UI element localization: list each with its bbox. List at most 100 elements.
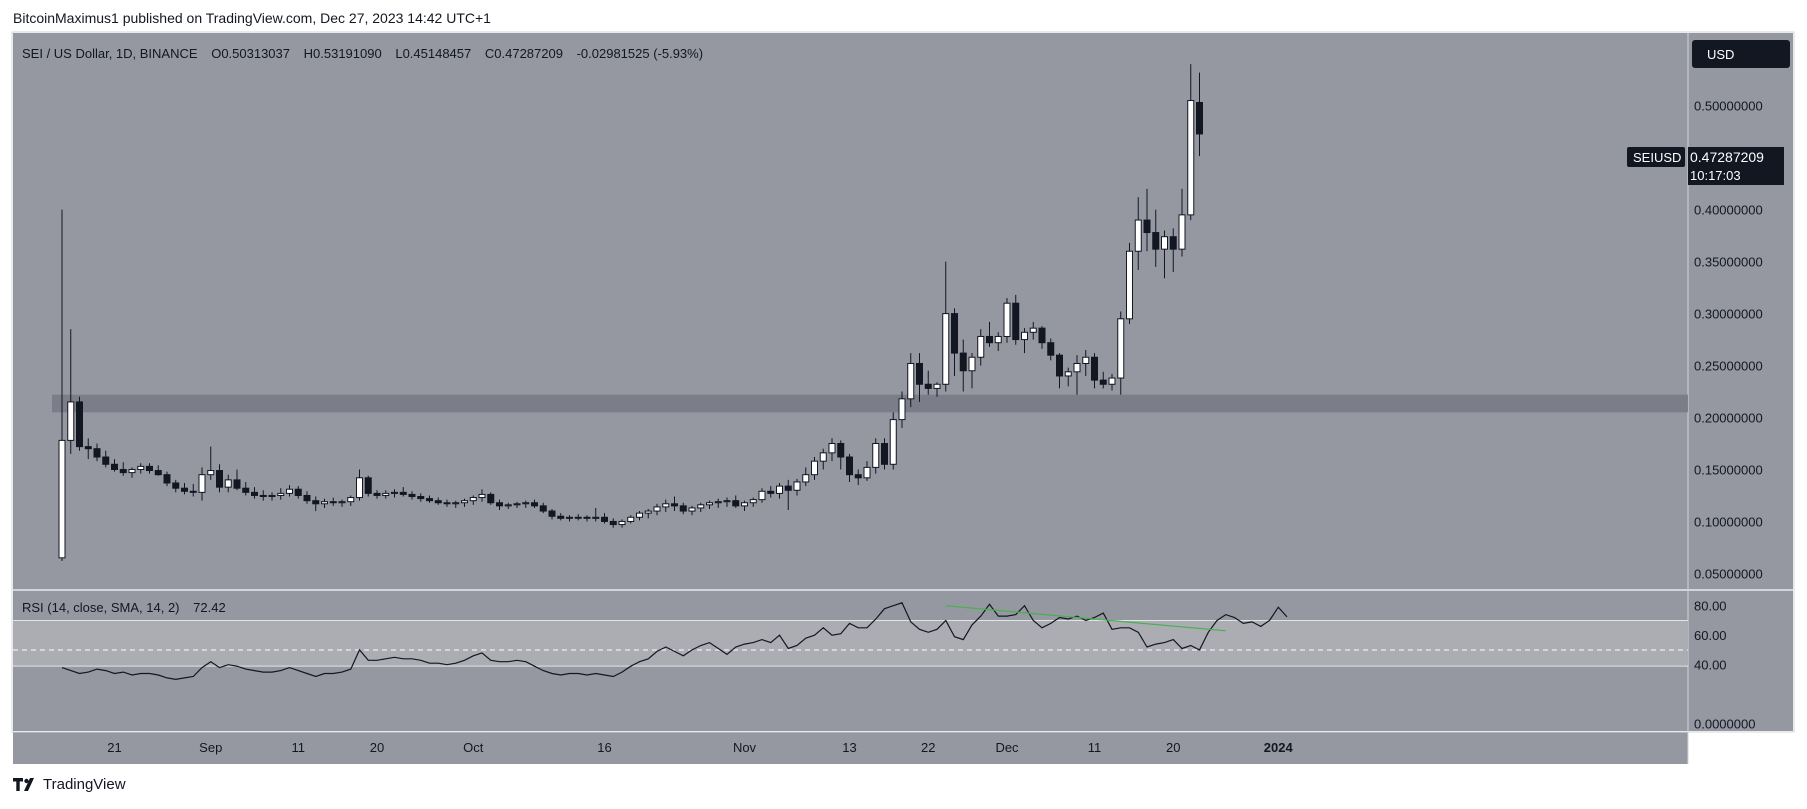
candle-body (994, 335, 1002, 344)
candle-body (242, 487, 250, 493)
candle-body (592, 516, 600, 519)
candle (408, 491, 416, 500)
candle-body (723, 500, 731, 503)
currency-button[interactable]: USD (1707, 47, 1734, 62)
candle-body (872, 443, 880, 468)
candle (531, 499, 538, 508)
candle-body (819, 452, 827, 462)
candle-body (67, 401, 75, 441)
price-axis[interactable] (1688, 33, 1793, 731)
candle-body (251, 491, 258, 496)
candle (837, 440, 845, 470)
candle-body (697, 504, 705, 509)
candle (189, 484, 197, 497)
candle (898, 391, 906, 428)
candle (102, 450, 110, 468)
candle-body (1029, 327, 1037, 333)
candle (671, 496, 678, 512)
candle-body (154, 470, 162, 476)
candle (1134, 197, 1142, 270)
candle (399, 487, 407, 497)
change-value: -0.02981525 (-5.93%) (577, 46, 703, 61)
candle-body (434, 500, 442, 504)
candle-body (854, 474, 862, 479)
candle (469, 495, 477, 505)
candle (977, 329, 985, 366)
candle (382, 490, 390, 499)
candle (93, 443, 101, 462)
candle (443, 499, 451, 507)
candle (548, 508, 556, 520)
low-label: L (395, 46, 402, 61)
candle-body (1134, 219, 1142, 252)
candle-body (706, 502, 713, 506)
symbol-title: SEI / US Dollar, 1D, BINANCE (22, 46, 198, 61)
open-label: O (211, 46, 221, 61)
candle-body (732, 500, 740, 507)
candle-body (469, 497, 477, 502)
candle-body (907, 362, 915, 400)
symbol-legend[interactable]: SEI / US Dollar, 1D, BINANCE O0.50313037… (22, 46, 703, 61)
price-tick-label: 0.20000000 (1694, 411, 1763, 426)
candle (452, 500, 460, 508)
candle-body (102, 456, 110, 465)
candle (1029, 321, 1037, 340)
candle-body (294, 488, 302, 496)
support-zone (52, 394, 1688, 413)
candle-body (181, 487, 188, 492)
candle (644, 508, 652, 519)
candle-body (522, 502, 530, 505)
candle-body (741, 502, 748, 507)
candle-body (644, 510, 652, 514)
candle (802, 467, 810, 487)
candle-body (1108, 377, 1116, 385)
candle (233, 469, 241, 491)
candle-body (1099, 379, 1107, 385)
close-label: C (485, 46, 494, 61)
candle (1117, 311, 1125, 395)
candle-body (426, 498, 433, 502)
candle (487, 492, 495, 505)
candle (1187, 64, 1195, 221)
last-price-tag-bg (1688, 147, 1784, 185)
rsi-legend[interactable]: RSI (14, close, SMA, 14, 2) 72.42 (22, 600, 226, 615)
symbol-tag-bg (1627, 147, 1685, 167)
candle (522, 500, 530, 508)
candle-body (802, 474, 810, 483)
candle-body (137, 465, 145, 470)
candle-body (1003, 302, 1011, 337)
candle (618, 519, 626, 528)
candle-body (417, 496, 425, 500)
candle-body (373, 492, 381, 496)
candle (784, 479, 792, 511)
candle-body (347, 497, 355, 503)
candle (426, 495, 433, 503)
candle-body (382, 492, 390, 496)
candle (1003, 298, 1011, 343)
currency-button-bg[interactable] (1692, 40, 1790, 68)
tradingview-logo-icon (13, 777, 39, 792)
candle (968, 353, 976, 389)
candle-body (653, 506, 661, 512)
candle-body (312, 500, 320, 505)
candle-body (443, 502, 451, 505)
candle (758, 488, 766, 503)
candle-body (618, 520, 626, 526)
rsi-tick-label: 60.00 (1694, 628, 1727, 643)
candle-body (93, 448, 101, 458)
candle-body (1064, 371, 1072, 377)
rsi-trendline (945, 605, 1226, 632)
candle (277, 488, 285, 500)
time-tick-label: Sep (199, 740, 222, 755)
candle (1126, 242, 1133, 324)
candle (163, 471, 171, 487)
time-tick-label: Dec (995, 740, 1019, 755)
candle (1099, 371, 1107, 389)
time-axis[interactable] (13, 732, 1688, 764)
candle (373, 490, 381, 499)
candle (417, 493, 425, 502)
candle (933, 382, 941, 397)
candle (1091, 353, 1098, 389)
footer-brand[interactable]: TradingView (13, 776, 126, 793)
